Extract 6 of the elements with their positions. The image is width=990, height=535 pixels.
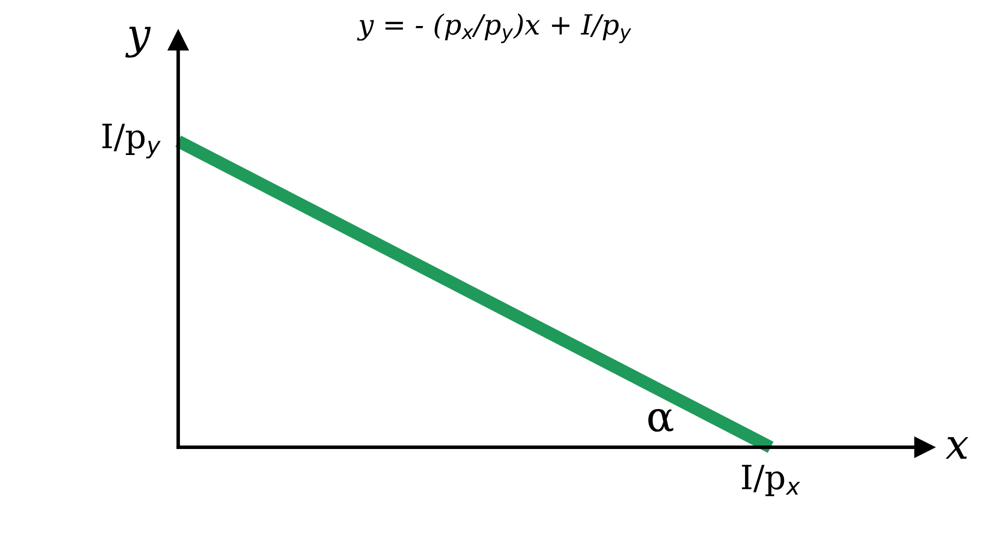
chart-title: y = - (p$_{x}$/p$_{y}$)x + I/p$_{y}$ bbox=[357, 13, 632, 44]
text: I/p$_{y}$ bbox=[102, 124, 161, 158]
x-axis-title: x bbox=[946, 437, 968, 459]
annotation: α bbox=[648, 409, 674, 432]
y-axis-title: y bbox=[125, 26, 151, 58]
text: I/p$_{x}$ bbox=[742, 464, 800, 496]
